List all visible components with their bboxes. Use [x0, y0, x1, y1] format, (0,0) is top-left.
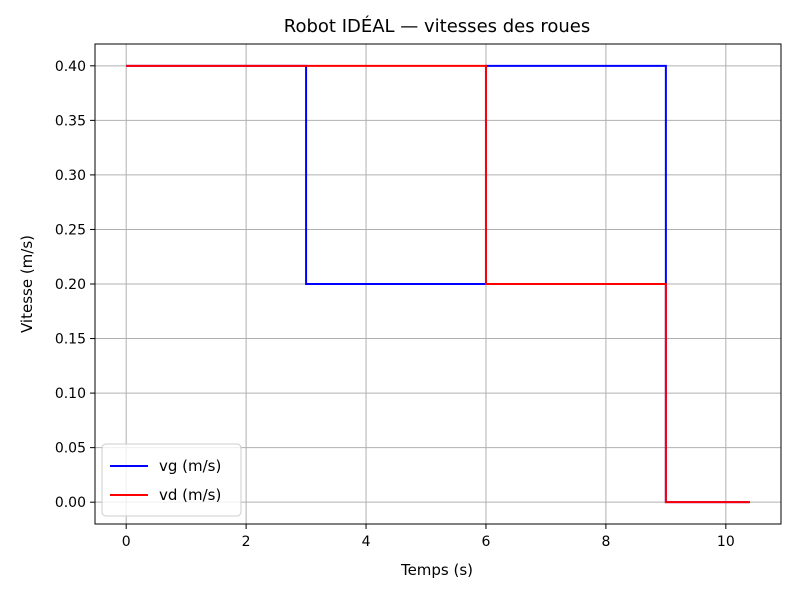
x-tick-label: 2: [242, 534, 251, 550]
x-tick-label: 10: [717, 534, 735, 550]
series-line-2: [126, 64, 750, 504]
legend-label: vd (m/s): [159, 486, 221, 504]
y-tick-label: 0.10: [55, 386, 86, 402]
y-tick-label: 0.15: [55, 332, 86, 348]
legend: vg (m/s) vd (m/s): [101, 443, 242, 517]
y-tick-label: 0.30: [55, 168, 86, 184]
y-tick-label: 0.20: [55, 277, 86, 293]
series-group: [126, 64, 750, 504]
x-tick-label: 0: [122, 534, 131, 550]
x-tick-label: 8: [601, 534, 610, 550]
y-axis-label: Vitesse (m/s): [18, 235, 36, 333]
x-tick-label: 6: [482, 534, 491, 550]
legend-box: [101, 443, 242, 517]
x-tick-label: 4: [362, 534, 371, 550]
y-tick-label: 0.25: [55, 222, 86, 238]
legend-label: vg (m/s): [159, 457, 221, 475]
axis-ticks: 0 2 4 6 8 10 0.00 0.05 0.10 0.15 0.20 0.25 0.30 0.35 0…: [55, 59, 735, 550]
x-axis-label: Temps (s): [400, 561, 473, 579]
chart-title: Robot IDÉAL — vitesses des roues: [284, 15, 590, 37]
y-tick-label: 0.35: [55, 113, 86, 129]
y-tick-label: 0.40: [55, 59, 86, 75]
y-tick-label: 0.05: [55, 441, 86, 457]
y-tick-label: 0.00: [55, 495, 86, 511]
